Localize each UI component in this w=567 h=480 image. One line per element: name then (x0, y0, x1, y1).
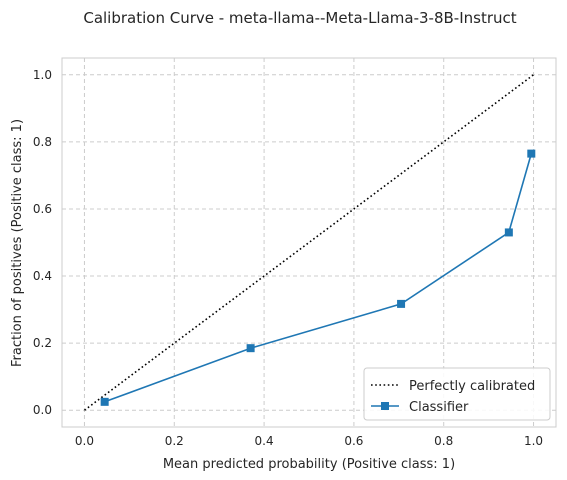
classifier-line (104, 153, 533, 403)
legend-label-perfect: Perfectly calibrated (409, 379, 535, 394)
legend-label-classifier: Classifier (409, 400, 469, 415)
grid (62, 58, 556, 427)
chart-title: Calibration Curve - meta-llama--Meta-Lla… (83, 9, 516, 27)
legend-box (363, 367, 551, 421)
y-tick-label: 0.6 (33, 202, 52, 216)
legend-classifier-marker (381, 402, 389, 410)
classifier-point (246, 344, 255, 353)
perfectly-calibrated-line (84, 74, 534, 411)
y-tick-label: 0.8 (33, 135, 52, 149)
legend: Perfectly calibrated Classifier (363, 367, 551, 421)
classifier-point (527, 149, 536, 158)
classifier-point (100, 397, 109, 406)
classifier-point (504, 228, 513, 237)
x-tick-label: 0.2 (165, 434, 184, 448)
plot-frame (61, 57, 557, 428)
y-tick-label: 1.0 (33, 68, 52, 82)
x-tick-label: 0.8 (434, 434, 453, 448)
y-tick-label: 0.0 (33, 403, 52, 417)
series (84, 74, 536, 411)
y-axis-label: Fraction of positives (Positive class: 1… (10, 119, 25, 367)
x-tick-label: 0.6 (344, 434, 363, 448)
x-axis-label: Mean predicted probability (Positive cla… (163, 457, 455, 472)
y-tick-label: 0.2 (33, 336, 52, 350)
tick-labels: 0.0 0.2 0.4 0.6 0.8 1.0 0.0 0.2 0.4 0.6 0.8 1.0 (33, 68, 543, 448)
y-tick-label: 0.4 (33, 269, 52, 283)
x-tick-label: 0.4 (255, 434, 274, 448)
x-tick-label: 0.0 (75, 434, 94, 448)
x-tick-label: 1.0 (524, 434, 543, 448)
classifier-point (397, 299, 406, 308)
